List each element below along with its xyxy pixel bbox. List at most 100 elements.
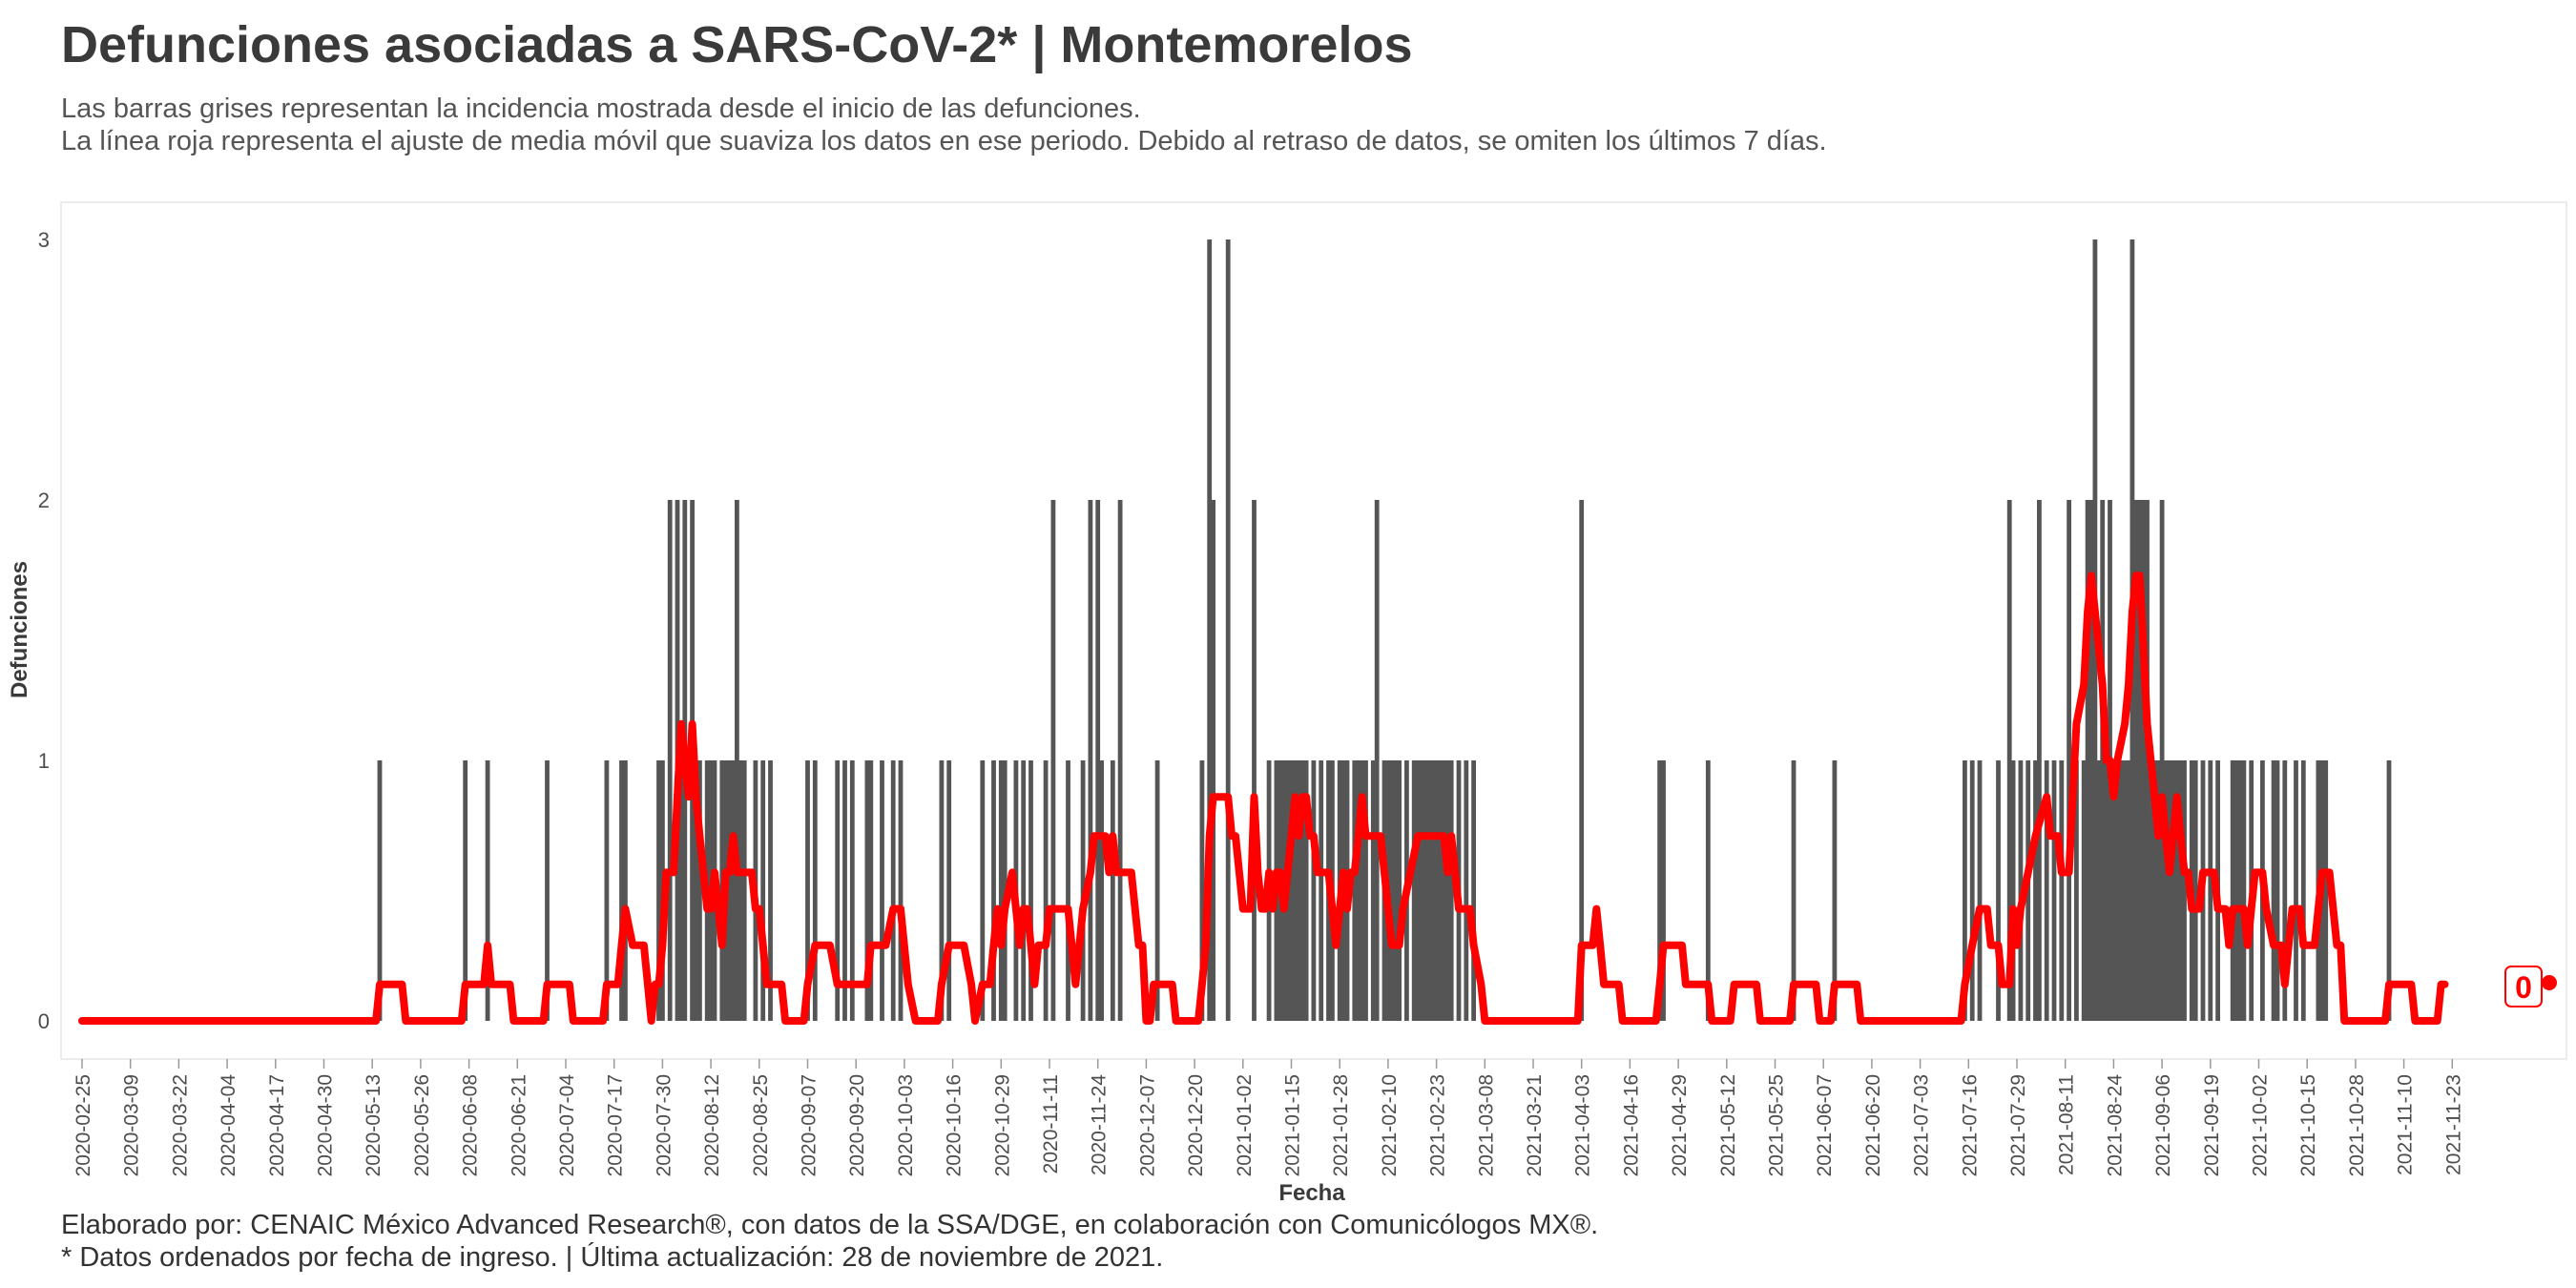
bar [1225, 239, 1231, 1021]
x-tick-label: 2021-07-16 [1959, 1074, 1981, 1176]
x-tick-label: 2020-09-20 [846, 1074, 868, 1176]
x-tick-label: 2021-07-29 [2007, 1074, 2029, 1176]
bar [1448, 760, 1454, 1021]
bar [1043, 760, 1049, 1021]
bar [1311, 760, 1317, 1021]
bar [2237, 760, 2243, 1021]
end-label: 0 [2504, 966, 2543, 1008]
bar [2067, 500, 2071, 1021]
bar [1963, 760, 1967, 1021]
y-axis: 0 1 2 3 [38, 228, 50, 1033]
y-tick-label: 1 [38, 749, 50, 773]
bar [1360, 760, 1364, 1021]
bar [694, 760, 698, 1021]
x-tick-label: 2021-02-23 [1427, 1074, 1449, 1176]
bar [1438, 760, 1443, 1021]
bar [880, 760, 884, 1021]
x-tick-label: 2020-11-11 [1040, 1074, 1062, 1174]
bar [2006, 500, 2012, 1021]
line-layer [78, 571, 2449, 1025]
bar [377, 760, 383, 1021]
x-tick-label: 2020-10-29 [991, 1074, 1013, 1176]
bar [1299, 760, 1305, 1021]
bar [760, 760, 766, 1021]
bar [1426, 760, 1432, 1021]
moving-average-line [78, 571, 2449, 1025]
bar [2271, 760, 2276, 1021]
bar [731, 760, 736, 1021]
bar [2085, 500, 2090, 1021]
bar [1434, 760, 1439, 1021]
x-tick-label: 2021-01-02 [1234, 1074, 1256, 1176]
x-tick-label: 2020-06-21 [508, 1074, 530, 1176]
bar [2122, 760, 2128, 1021]
bar [1791, 760, 1797, 1021]
x-tick-label: 2020-07-30 [653, 1074, 675, 1176]
bar [1021, 760, 1027, 1021]
x-tick-label: 2021-10-02 [2250, 1074, 2272, 1176]
bar [727, 760, 732, 1021]
bar [1471, 760, 1476, 1021]
x-tick-label: 2021-09-06 [2152, 1074, 2174, 1176]
bar [812, 760, 818, 1021]
bar [2182, 760, 2187, 1021]
bar [946, 760, 952, 1021]
deaths-chart: 0 1 2 3 2020-02-25 2020-03-09 2020-03-22 2020-… [7, 201, 2567, 1206]
bar [1050, 500, 1056, 1021]
bar [1211, 500, 1215, 1021]
bar [2323, 760, 2329, 1021]
bar [2275, 760, 2280, 1021]
bar [2096, 760, 2102, 1021]
bar [678, 760, 684, 1021]
bar [2037, 500, 2042, 1021]
bar [1430, 760, 1436, 1021]
bar [737, 760, 743, 1021]
bar [768, 760, 773, 1021]
bar [1028, 760, 1033, 1021]
bar [1415, 760, 1421, 1021]
bar [1423, 760, 1428, 1021]
bar [868, 760, 874, 1021]
x-tick-label: 2021-02-10 [1379, 1074, 1401, 1176]
bar [2114, 760, 2120, 1021]
y-tick-label: 3 [38, 228, 50, 252]
x-tick-label: 2021-01-15 [1282, 1074, 1304, 1176]
x-tick-label: 2021-04-16 [1620, 1074, 1642, 1176]
bar [2137, 500, 2143, 1021]
bar [2033, 760, 2038, 1021]
bar [741, 760, 747, 1021]
x-tick-label: 2020-11-24 [1089, 1074, 1111, 1175]
bar [2111, 760, 2116, 1021]
bar [2208, 760, 2213, 1021]
end-point [2542, 975, 2557, 990]
bar [2386, 760, 2392, 1021]
x-tick-label: 2020-02-25 [73, 1074, 94, 1176]
bar [2294, 760, 2298, 1021]
x-tick-label: 2021-03-08 [1475, 1074, 1497, 1176]
bar [980, 760, 986, 1021]
bar [1661, 760, 1666, 1021]
bar [2051, 760, 2057, 1021]
bar [1095, 500, 1101, 1021]
bar [1411, 760, 1417, 1021]
bar [2151, 760, 2157, 1021]
bar [1207, 239, 1213, 1021]
x-axis: 2020-02-25 2020-03-09 2020-03-22 2020-04-04… [73, 1059, 2464, 1176]
bar [1352, 760, 1358, 1021]
bar [485, 760, 490, 1021]
bar [2081, 760, 2087, 1021]
footer-credit: Elaborado por: CENAIC México Advanced Re… [61, 1210, 1599, 1240]
x-tick-label: 2021-08-24 [2104, 1074, 2126, 1177]
bar [1099, 760, 1104, 1021]
bar [2178, 760, 2183, 1021]
x-tick-label: 2020-04-17 [266, 1074, 288, 1176]
bar [1389, 760, 1395, 1021]
bar [1088, 500, 1093, 1021]
bar [805, 760, 810, 1021]
bar [1117, 500, 1123, 1021]
bar [1066, 760, 1070, 1021]
bar [2192, 760, 2198, 1021]
y-tick-label: 2 [38, 488, 50, 512]
x-tick-label: 2021-11-10 [2395, 1074, 2417, 1175]
bar [835, 760, 841, 1021]
